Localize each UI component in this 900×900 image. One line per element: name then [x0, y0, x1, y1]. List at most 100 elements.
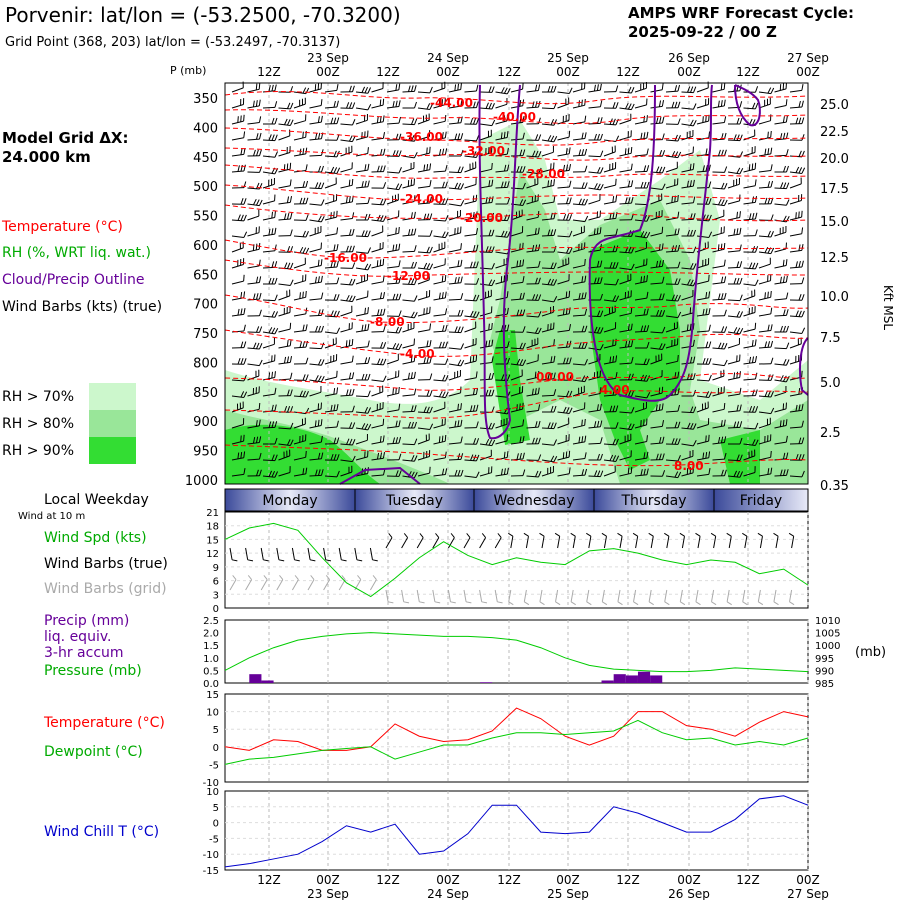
precip-bar	[625, 675, 638, 683]
pressure-ticks: 3504004505005506006507007508008509009501…	[185, 92, 218, 489]
wind-barb-flag	[475, 354, 478, 362]
wind-barb-flag	[625, 390, 629, 397]
wind-barb-flag	[367, 264, 372, 271]
legend-liq-equiv: liq. equiv.	[44, 629, 111, 645]
wind-barb	[464, 371, 478, 381]
wind-barb	[433, 308, 448, 317]
wind-barb-flag	[531, 244, 535, 252]
wind-barb-flag	[754, 179, 757, 186]
wind-barb-flag	[321, 309, 324, 316]
wind-barb-flag	[568, 180, 572, 188]
wind-barb-flag	[379, 148, 383, 156]
wind-barb-flag	[398, 133, 402, 140]
temp-contour-0	[224, 373, 809, 391]
wind-barb-shaft	[324, 343, 337, 349]
wind-barb-shaft	[603, 283, 617, 286]
wind-barb-flag	[428, 290, 431, 297]
temp-contour-m44	[224, 91, 809, 105]
wind-barb-flag	[661, 386, 664, 394]
wind-barb-flag	[627, 467, 630, 475]
wind-barb-flag	[252, 100, 255, 108]
wind-barb	[448, 369, 461, 381]
wind-barb	[278, 449, 291, 461]
wind-barb	[526, 337, 539, 349]
wind-barb-shaft	[402, 361, 415, 365]
wind-barb-flag	[754, 339, 757, 346]
wind-barb	[665, 278, 681, 285]
time-tick-label-top: 12Z	[616, 65, 640, 79]
surface-barb-flag	[325, 559, 332, 562]
wind-barb	[665, 178, 679, 189]
wind-barb-flag	[798, 260, 801, 268]
wind-barb-flag	[599, 210, 601, 217]
wind-barb-flag	[677, 211, 680, 218]
wind-barb-shaft	[448, 249, 461, 253]
wind-barb-shaft	[774, 347, 787, 350]
wind-barb-shaft	[479, 135, 492, 141]
wind-barb-shaft	[293, 103, 306, 109]
wind-barb-flag	[628, 246, 632, 253]
wind-barb-shaft	[619, 119, 632, 125]
wind-barb-flag	[553, 372, 556, 379]
wind-barb-flag	[364, 406, 369, 414]
surface-barb-flag	[263, 559, 269, 562]
wind-barb-shaft	[634, 297, 647, 301]
wind-barb-flag	[345, 196, 348, 204]
wind-barb-shaft	[464, 344, 477, 349]
wind-barb-shaft	[247, 363, 260, 367]
wind-barb-flag	[429, 196, 432, 204]
wind-barb	[603, 305, 616, 317]
wind-barb-flag	[798, 454, 802, 461]
wind-barb-flag	[240, 391, 245, 398]
wind-barb	[355, 230, 371, 238]
wind-barb	[603, 438, 619, 446]
wind-barb-shaft	[557, 329, 570, 333]
wind-barb-shaft	[557, 153, 570, 157]
wind-barb	[727, 421, 743, 429]
wind-barb-flag	[764, 246, 769, 254]
wind-barb-flag	[798, 310, 802, 317]
surface-barb-flag	[481, 601, 488, 604]
wind-barb	[247, 419, 261, 429]
wind-barb-flag	[708, 214, 712, 222]
wind-barb-flag	[488, 439, 493, 446]
wind-barb-flag	[645, 241, 647, 249]
wind-barb-flag	[304, 257, 306, 265]
wind-barb-flag	[689, 262, 694, 270]
wind-barb	[681, 196, 696, 205]
wind-barb-flag	[383, 182, 387, 189]
wind-barb-flag	[445, 341, 448, 348]
wind-barb-flag	[444, 468, 448, 475]
wind-barb-flag	[258, 82, 261, 90]
wind-barb	[386, 470, 402, 477]
wind-barb-flag	[268, 85, 271, 92]
wind-barb-flag	[661, 370, 663, 377]
wind-barb-flag	[506, 434, 508, 441]
wind-barb-flag	[364, 213, 368, 221]
wind-barb-shaft	[262, 360, 275, 365]
wind-barb-flag	[410, 228, 414, 236]
wind-barb	[402, 338, 415, 349]
wind-barb-flag	[615, 338, 617, 346]
wind-barb-flag	[785, 452, 789, 459]
wind-barb-flag	[351, 145, 353, 153]
wind-barb-flag	[693, 389, 696, 397]
wind-barb-shaft	[479, 283, 492, 287]
wind-barb-flag	[531, 388, 534, 396]
legend-wind-spd: Wind Spd (kts)	[44, 530, 147, 546]
wind-barb-flag	[674, 278, 678, 285]
wind-barb-flag	[314, 133, 318, 140]
surface-barb-shaft	[679, 589, 683, 602]
wind-barb-shaft	[712, 265, 725, 269]
wind-barb-flag	[584, 148, 588, 156]
wind-barb-flag	[460, 453, 464, 460]
wind-barb-flag	[547, 278, 552, 285]
wind-barb-flag	[470, 117, 474, 125]
wind-barb-flag	[273, 337, 275, 345]
kft-ticks: 25.022.520.017.515.012.510.07.55.02.50.3…	[820, 98, 849, 494]
wind-barb	[417, 373, 433, 381]
wind-barb-shaft	[541, 218, 554, 221]
wind-barb-flag	[608, 307, 611, 314]
wind-barb	[402, 161, 415, 173]
wind-barb-flag	[398, 343, 403, 350]
